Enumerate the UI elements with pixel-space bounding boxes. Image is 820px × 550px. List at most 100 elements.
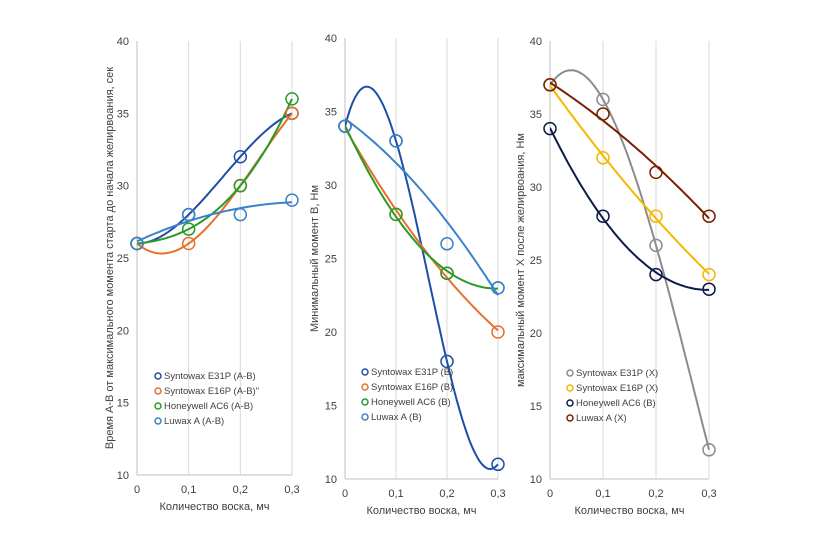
trend-line-series-3 xyxy=(550,127,709,291)
data-point-series-4 xyxy=(285,193,299,207)
y-tick-label: 20 xyxy=(325,327,337,339)
y-tick-label: 25 xyxy=(325,254,337,266)
legend-marker xyxy=(361,383,369,391)
x-tick-label: 0,2 xyxy=(648,488,663,500)
data-point-series-4 xyxy=(491,281,505,295)
data-point-series-3 xyxy=(543,121,557,136)
data-point-series-3 xyxy=(649,267,663,282)
legend-marker xyxy=(566,399,574,407)
data-point-series-1 xyxy=(596,92,610,107)
legend-marker xyxy=(566,384,574,392)
trend-line-series-4 xyxy=(137,201,293,243)
trend-line-series-3 xyxy=(137,98,293,245)
y-tick-label: 30 xyxy=(325,180,337,192)
legend-marker xyxy=(154,372,162,380)
data-point-series-3 xyxy=(702,282,716,296)
x-tick-label: 0,3 xyxy=(284,484,299,496)
legend-entry: Syntowax E31P (X) xyxy=(576,368,658,379)
x-tick-label: 0,2 xyxy=(439,488,454,500)
data-point-series-1 xyxy=(491,457,505,472)
data-point-series-4 xyxy=(233,207,248,222)
y-axis-label: максимальный момент Х после желирвоания,… xyxy=(515,133,527,387)
chart-1: 10 15 20 25 30 35 40 0 0,1 0,2 0,3 Количество воска… xyxy=(104,36,300,513)
data-point-series-4 xyxy=(649,165,663,180)
trend-line-series-4 xyxy=(550,81,710,220)
legend-entry: Luwax A (X) xyxy=(576,413,627,424)
data-point-series-2 xyxy=(285,106,299,121)
data-point-series-3 xyxy=(285,92,299,106)
x-tick-label: 0,3 xyxy=(701,488,716,500)
y-tick-label: 10 xyxy=(117,470,129,482)
x-tick-label: 0,3 xyxy=(490,488,505,500)
data-point-series-4 xyxy=(389,134,403,148)
legend-entry: Syntowax E16P (B) xyxy=(371,382,453,393)
trend-line-series-2 xyxy=(550,84,710,275)
data-point-series-2 xyxy=(181,236,196,251)
trend-line-series-3 xyxy=(345,125,498,290)
y-tick-label: 35 xyxy=(325,107,337,119)
trend-line-series-4 xyxy=(345,117,499,296)
data-point-series-4 xyxy=(702,209,716,223)
x-tick-label: 0,1 xyxy=(388,488,403,500)
legend-marker xyxy=(361,398,369,406)
data-point-series-3 xyxy=(181,222,196,236)
legend-marker xyxy=(566,369,574,377)
y-tick-label: 15 xyxy=(530,401,542,413)
legend-marker xyxy=(566,414,574,422)
data-point-series-4 xyxy=(130,236,144,251)
x-tick-label: 0,1 xyxy=(181,484,196,496)
trend-line-series-2 xyxy=(345,127,499,332)
data-point-series-1 xyxy=(440,354,454,369)
trend-line-series-1 xyxy=(137,112,293,245)
y-tick-label: 15 xyxy=(117,398,129,410)
chart-3: 10 15 20 25 30 35 40 0 0,1 0,2 0,3 Количество воска… xyxy=(515,36,717,517)
data-point-series-4 xyxy=(440,237,454,251)
legend-entry: Honeywell AC6 (B) xyxy=(576,398,656,409)
legend-entry: Syntowax E16P (A-B)" xyxy=(164,386,259,397)
y-tick-label: 30 xyxy=(530,182,542,194)
data-point-series-1 xyxy=(702,443,716,457)
data-point-series-1 xyxy=(649,238,663,253)
x-tick-label: 0 xyxy=(134,484,140,496)
data-point-series-3 xyxy=(440,266,454,280)
y-axis-label: Минимальный момент В, Нм xyxy=(309,185,321,332)
data-point-series-4 xyxy=(338,119,352,133)
data-point-series-1 xyxy=(233,149,248,164)
y-tick-label: 15 xyxy=(325,401,337,413)
legend-entry: Syntowax E16P (X) xyxy=(576,383,658,394)
y-tick-label: 20 xyxy=(117,325,129,337)
x-axis-label: Количество воска, мч xyxy=(366,505,476,517)
x-axis-label: Количество воска, мч xyxy=(159,501,269,513)
data-point-series-4 xyxy=(543,78,557,92)
y-tick-label: 25 xyxy=(530,255,542,267)
legend-entry: Luwax A (B) xyxy=(371,412,422,423)
legend-entry: Honeywell AC6 (B) xyxy=(371,397,451,408)
legend-marker xyxy=(154,402,162,410)
y-axis-label: Время А-В от максимального момента старт… xyxy=(104,67,116,449)
data-point-series-3 xyxy=(389,207,403,222)
y-tick-label: 25 xyxy=(117,253,129,265)
data-point-series-2 xyxy=(596,151,610,165)
legend-entry: Honeywell AC6 (A-B) xyxy=(164,401,253,412)
x-axis-label: Количество воска, мч xyxy=(574,505,684,517)
y-tick-label: 40 xyxy=(117,36,129,48)
y-tick-label: 30 xyxy=(117,181,129,193)
x-tick-label: 0 xyxy=(547,488,553,500)
trend-line-series-1 xyxy=(550,69,710,451)
data-point-series-3 xyxy=(233,178,248,193)
legend-marker xyxy=(361,368,369,376)
data-point-series-2 xyxy=(649,209,663,223)
y-tick-label: 35 xyxy=(530,109,542,121)
legend-entry: Luwax A (A-B) xyxy=(164,416,224,427)
data-point-series-3 xyxy=(596,209,610,223)
y-tick-label: 40 xyxy=(325,33,337,45)
legend-marker xyxy=(154,387,162,395)
legend-marker xyxy=(154,417,162,425)
y-tick-label: 10 xyxy=(530,474,542,486)
data-point-series-4 xyxy=(181,207,196,222)
legend-marker xyxy=(361,413,369,421)
x-tick-label: 0 xyxy=(342,488,348,500)
data-point-series-4 xyxy=(596,107,610,121)
legend-entry: Syntowax E31P (A-B) xyxy=(164,371,256,382)
